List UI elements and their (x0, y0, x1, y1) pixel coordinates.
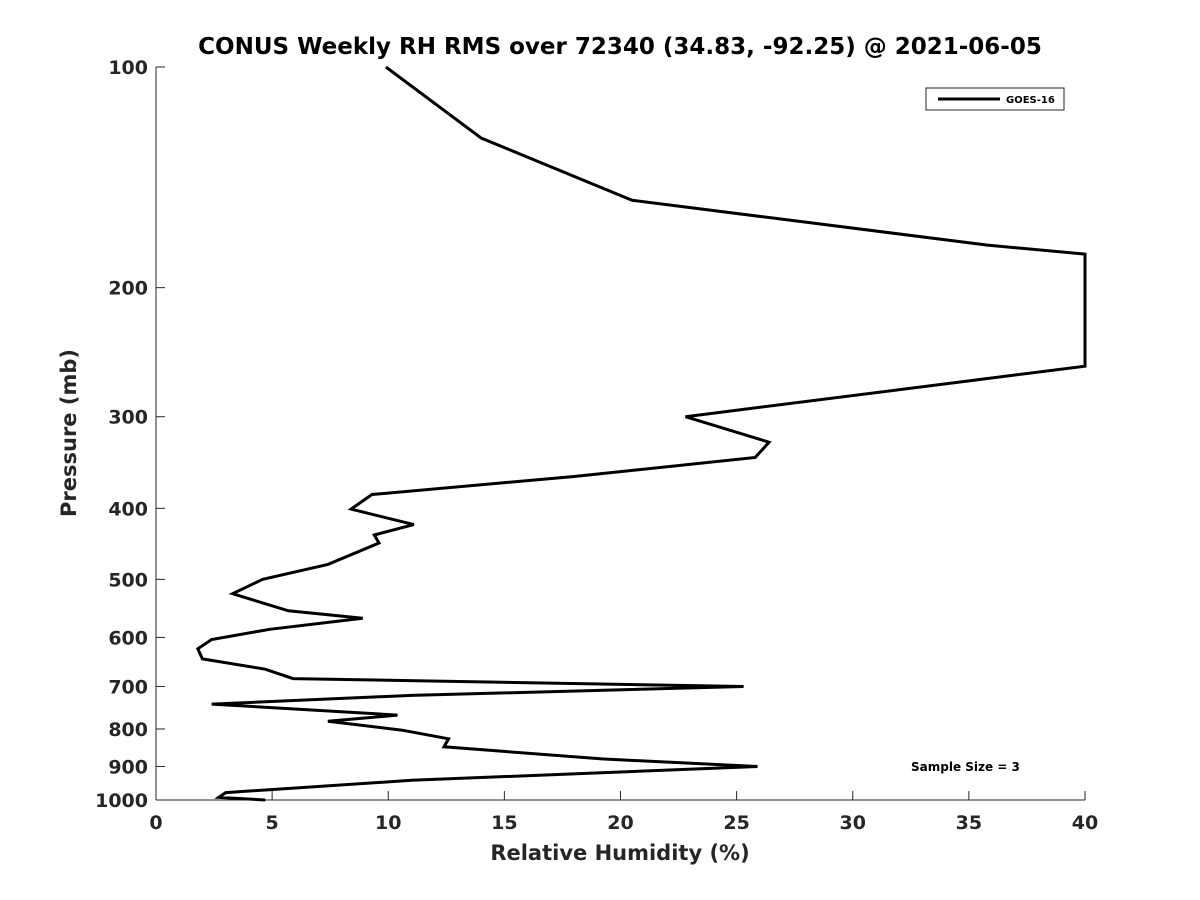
x-tick-label: 10 (375, 812, 401, 834)
x-tick-label: 0 (149, 812, 162, 834)
y-ticks: 100 200 300 400 500 600 700 800 900 1000 (95, 57, 165, 812)
sample-size-annotation: Sample Size = 3 (911, 760, 1020, 774)
x-tick-label: 30 (840, 812, 866, 834)
chart-title: CONUS Weekly RH RMS over 72340 (34.83, -… (198, 34, 1042, 60)
plot-area: 0 5 10 15 20 25 30 35 40 100 200 300 400 500 600 700 80… (95, 57, 1098, 834)
x-axis-label: Relative Humidity (%) (490, 841, 749, 865)
series-layer (195, 65, 1087, 802)
y-tick-label: 500 (108, 569, 148, 591)
x-tick-label: 35 (956, 812, 982, 834)
x-tick-label: 5 (266, 812, 279, 834)
x-ticks: 0 5 10 15 20 25 30 35 40 (149, 791, 1098, 834)
y-tick-label: 900 (108, 756, 148, 778)
y-axis-label: Pressure (mb) (57, 349, 81, 517)
x-tick-label: 15 (491, 812, 517, 834)
y-tick-label: 100 (108, 57, 148, 79)
x-tick-label: 20 (607, 812, 633, 834)
y-tick-label: 600 (108, 627, 148, 649)
y-tick-label: 300 (108, 407, 148, 429)
y-tick-label: 1000 (95, 790, 148, 812)
y-tick-label: 200 (108, 278, 148, 300)
y-tick-label: 800 (108, 719, 148, 741)
y-tick-label: 700 (108, 676, 148, 698)
y-tick-label: 400 (108, 498, 148, 520)
x-tick-label: 25 (723, 812, 749, 834)
series-line-goes-16 (195, 65, 1087, 802)
legend: GOES-16 (925, 87, 1065, 111)
x-tick-label: 40 (1072, 812, 1098, 834)
legend-entry-goes-16: GOES-16 (1006, 95, 1055, 106)
